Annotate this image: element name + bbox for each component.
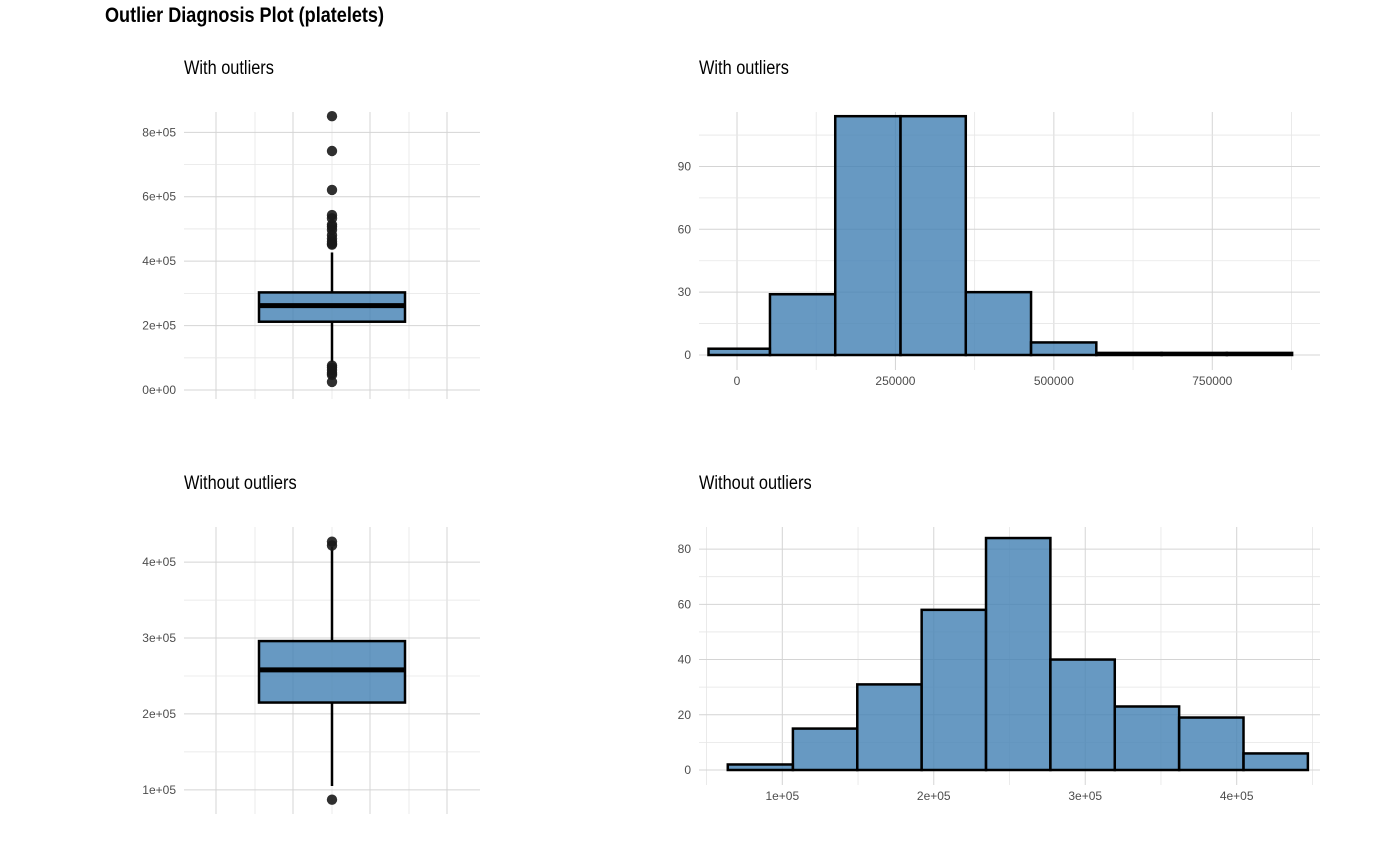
y-tick-label: 6e+05 <box>142 190 176 204</box>
histogram-bar <box>899 114 968 357</box>
panel-title-top-left: With outliers <box>184 58 274 79</box>
y-tick-label: 0 <box>684 763 691 777</box>
boxplot-panel-0: 0e+00 2e+05 4e+05 6e+05 8e+05 <box>142 111 480 399</box>
panel-title-bottom-right: Without outliers <box>699 473 812 494</box>
histogram-bar <box>964 290 1033 357</box>
histogram-bar <box>707 347 772 357</box>
histogram-panel-3: 1e+05 2e+05 3e+05 4e+05 0 20 40 60 80 <box>678 527 1320 803</box>
y-tick-label: 40 <box>678 653 692 667</box>
x-tick-label: 2e+05 <box>917 789 951 803</box>
y-tick-label: 4e+05 <box>142 254 176 268</box>
y-tick-label: 20 <box>678 708 692 722</box>
y-tick-label: 80 <box>678 542 692 556</box>
outlier-point <box>326 794 338 805</box>
y-tick-label: 3e+05 <box>142 631 176 645</box>
outlier-point <box>326 111 338 122</box>
outlier-point <box>326 184 338 196</box>
y-tick-label: 30 <box>678 285 692 299</box>
histogram-bar <box>920 608 988 772</box>
page-title: Outlier Diagnosis Plot (platelets) <box>105 4 384 27</box>
x-tick-label: 4e+05 <box>1220 789 1254 803</box>
histogram-bar <box>1242 752 1310 772</box>
outlier-point <box>326 239 338 250</box>
y-tick-label: 1e+05 <box>142 783 176 797</box>
y-tick-label: 2e+05 <box>142 707 176 721</box>
x-tick-label: 3e+05 <box>1068 789 1102 803</box>
x-tick-label: 750000 <box>1192 374 1232 388</box>
histogram-bar <box>1095 351 1163 357</box>
y-tick-label: 0 <box>684 348 691 362</box>
histogram-bar <box>833 114 902 357</box>
x-tick-label: 0 <box>734 374 741 388</box>
x-tick-label: 1e+05 <box>765 789 799 803</box>
histogram-bar <box>791 727 859 772</box>
outlier-point <box>326 540 338 551</box>
outlier-point <box>326 376 338 388</box>
x-tick-label: 250000 <box>875 374 915 388</box>
histogram-panel-1: 0 250000 500000 750000 0 30 60 90 <box>678 112 1320 388</box>
y-tick-label: 60 <box>678 222 692 236</box>
histogram-bar <box>856 683 923 772</box>
histogram-bar <box>726 763 795 772</box>
y-tick-label: 90 <box>678 159 692 173</box>
y-tick-label: 0e+00 <box>142 383 176 397</box>
x-tick-label: 500000 <box>1034 374 1074 388</box>
histogram-bar <box>1029 341 1098 357</box>
histogram-bar <box>1049 658 1117 772</box>
histogram-bar <box>984 536 1052 772</box>
histogram-bar <box>1113 705 1181 772</box>
y-tick-label: 4e+05 <box>142 555 176 569</box>
histogram-bar <box>1225 351 1294 357</box>
outlier-point <box>326 145 338 157</box>
panel-title-bottom-left: Without outliers <box>184 473 297 494</box>
y-tick-label: 60 <box>678 597 692 611</box>
y-tick-label: 8e+05 <box>142 125 176 139</box>
histogram-bar <box>1177 716 1245 772</box>
histogram-bar <box>1160 351 1229 357</box>
boxplot-panel-2: 1e+05 2e+05 3e+05 4e+05 <box>142 527 480 814</box>
histogram-bar <box>768 293 837 357</box>
panel-title-top-right: With outliers <box>699 58 789 79</box>
y-tick-label: 2e+05 <box>142 319 176 333</box>
